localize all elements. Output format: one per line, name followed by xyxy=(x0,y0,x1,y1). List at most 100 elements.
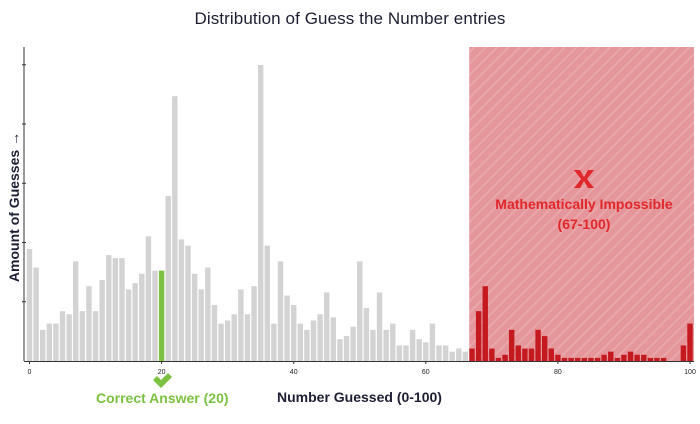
bar-impossible xyxy=(634,354,640,361)
bar-impossible xyxy=(654,357,660,361)
bar xyxy=(357,261,363,361)
bar-impossible xyxy=(581,357,588,361)
bar-impossible xyxy=(608,351,614,361)
bar-impossible xyxy=(522,348,528,361)
bar xyxy=(456,348,462,361)
bar xyxy=(218,323,224,361)
bar xyxy=(449,351,455,361)
bar-impossible xyxy=(495,357,502,361)
y-axis-arrow: → xyxy=(6,131,22,146)
bar xyxy=(178,239,185,361)
bar xyxy=(79,311,86,361)
x-tick-label: 0 xyxy=(28,369,32,376)
bar xyxy=(330,317,337,361)
bar xyxy=(106,255,112,361)
bar xyxy=(317,314,323,361)
bar-impossible xyxy=(548,348,554,361)
bar xyxy=(59,311,66,361)
bar xyxy=(297,323,304,361)
bar-impossible xyxy=(601,354,607,361)
bar xyxy=(257,65,264,361)
bar-impossible xyxy=(561,357,568,361)
bar-impossible xyxy=(508,329,515,361)
bar xyxy=(251,286,257,361)
bar-impossible xyxy=(614,357,621,361)
bar xyxy=(53,323,59,361)
bar xyxy=(343,336,350,361)
impossible-label-line1: Mathematically Impossible xyxy=(495,196,673,212)
bar xyxy=(429,323,436,361)
bar xyxy=(350,326,356,361)
bar-impossible xyxy=(568,357,574,361)
bar-impossible xyxy=(687,323,693,361)
bar xyxy=(231,314,237,361)
bar xyxy=(310,320,317,361)
bar xyxy=(211,304,218,361)
bar xyxy=(436,345,442,361)
bar xyxy=(304,329,310,361)
bar xyxy=(390,323,396,361)
bar xyxy=(363,308,370,361)
chart-title: Distribution of Guess the Number entries xyxy=(194,9,506,28)
bar-impossible xyxy=(482,286,488,361)
x-tick-label: 60 xyxy=(422,369,430,376)
bar xyxy=(112,258,119,361)
bar xyxy=(284,295,290,361)
bar-impossible xyxy=(588,357,594,361)
bar xyxy=(73,261,79,361)
bar xyxy=(224,320,231,361)
bar-impossible xyxy=(528,348,535,361)
bar xyxy=(66,314,72,361)
bar xyxy=(185,245,191,361)
bar xyxy=(46,323,53,361)
bar xyxy=(423,342,429,361)
y-axis-label: Amount of Guesses → xyxy=(6,131,22,283)
x-tick-label: 80 xyxy=(554,369,562,376)
bar xyxy=(442,345,449,361)
bar xyxy=(139,273,145,361)
check-icon xyxy=(153,373,172,388)
bar xyxy=(244,314,251,361)
bar xyxy=(33,267,39,361)
bar xyxy=(145,236,152,361)
bar-impossible xyxy=(641,354,647,361)
bar-impossible xyxy=(660,357,667,361)
impossible-region-hatch xyxy=(469,47,694,361)
bar-impossible xyxy=(535,329,541,361)
bar xyxy=(409,329,416,361)
bar xyxy=(191,273,198,361)
bar xyxy=(86,286,92,361)
x-tick-label: 40 xyxy=(290,369,298,376)
impossible-label-range: (67-100) xyxy=(557,216,611,232)
bar xyxy=(462,351,469,361)
bar xyxy=(291,304,297,361)
impossible-label: Mathematically Impossible (67-100) xyxy=(470,194,698,234)
x-icon xyxy=(574,170,594,188)
bar xyxy=(396,345,403,361)
bar-impossible xyxy=(515,345,521,361)
x-tick-label: 100 xyxy=(684,369,696,376)
bar xyxy=(324,292,330,361)
bar-impossible xyxy=(555,354,561,361)
bar-impossible xyxy=(475,311,482,361)
correct-answer-label: Correct Answer (20) xyxy=(96,390,229,406)
bar-impossible xyxy=(680,345,687,361)
bar-impossible xyxy=(575,357,581,361)
x-axis-label: Number Guessed (0-100) xyxy=(277,389,442,405)
bar-impossible xyxy=(621,354,627,361)
bar xyxy=(337,339,343,361)
bar-correct-answer xyxy=(158,270,165,361)
bar xyxy=(376,292,383,361)
bar xyxy=(264,245,270,361)
bar xyxy=(99,279,105,361)
bar-impossible xyxy=(502,354,508,361)
bar xyxy=(40,329,46,361)
bar xyxy=(416,339,422,361)
bar xyxy=(383,329,389,361)
bar-impossible xyxy=(627,351,634,361)
x-tick-label: 20 xyxy=(158,369,166,376)
bar-impossible xyxy=(541,336,548,361)
bar xyxy=(26,248,33,361)
bar-impossible xyxy=(489,348,495,361)
